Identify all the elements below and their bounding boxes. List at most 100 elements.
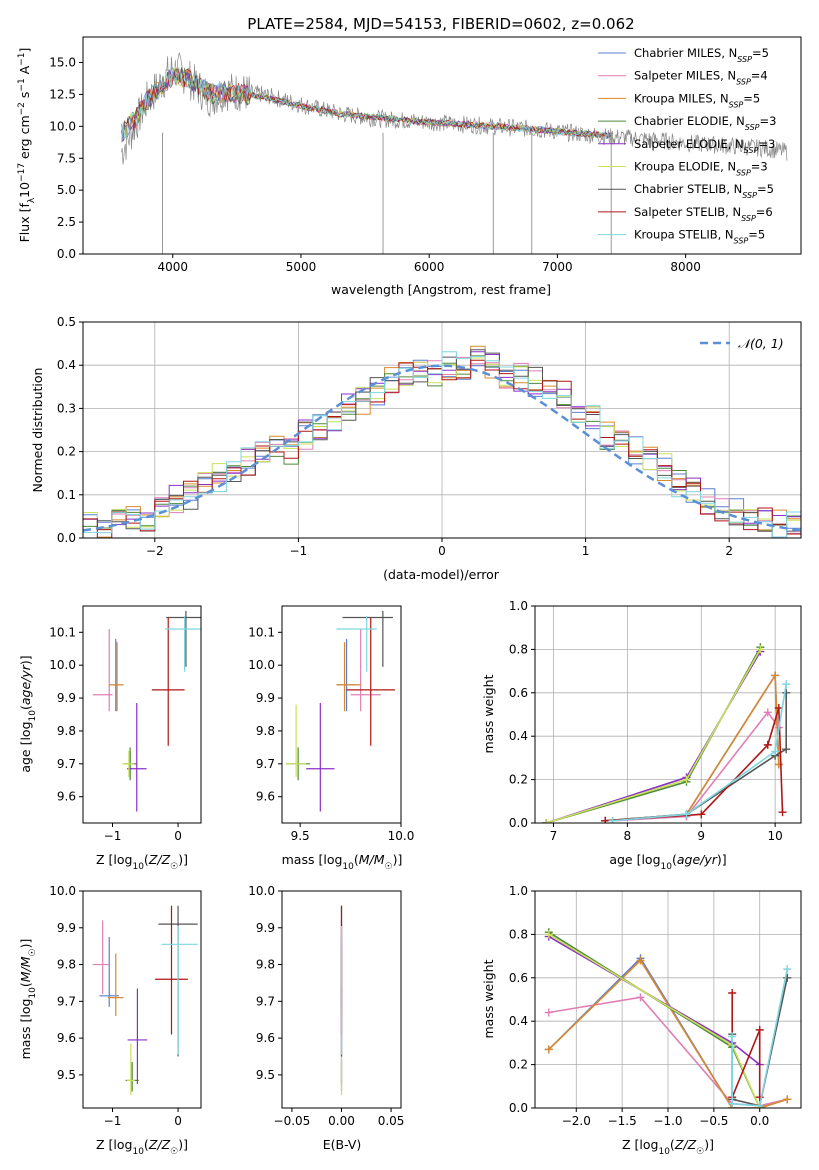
legend-label: Salpeter MILES, NSSP=4	[634, 69, 768, 87]
legend-label-suffix: =3	[751, 160, 768, 174]
label-part: )]	[178, 1137, 188, 1152]
label-part: )]	[717, 852, 727, 867]
gaussian-curve	[83, 364, 801, 532]
weight-marker	[544, 1045, 553, 1054]
weight-marker	[682, 775, 691, 784]
y-tick-label: 0.0	[57, 247, 76, 261]
x-tick-label: 0.00	[328, 1114, 355, 1128]
legend-label-sub: SSP	[729, 100, 744, 109]
label-part: (	[18, 705, 33, 710]
label-part: log	[639, 1137, 658, 1152]
y-tick-label: 9.6	[256, 1031, 275, 1045]
y-tick-label: 0.0	[57, 531, 76, 545]
weight-marker	[783, 1095, 792, 1104]
label-part: −2	[17, 102, 27, 115]
y-tick-label: 0.1	[57, 488, 76, 502]
label-part: ☉	[696, 1147, 704, 1157]
y-tick-label: 9.9	[57, 921, 76, 935]
x-axis-label: Z [log10(Z/Z☉)]	[622, 1137, 714, 1157]
legend-label: Kroupa ELODIE, NSSP=3	[634, 160, 768, 178]
label-part: )]	[18, 939, 33, 949]
label-part: A	[17, 65, 32, 78]
label-part: (	[354, 852, 359, 867]
label-part: 10	[661, 862, 673, 872]
y-tick-label: 1.0	[509, 884, 528, 898]
label-part: ☉	[170, 862, 178, 872]
y-tick-label: 0.2	[509, 1058, 528, 1072]
label-part: age [	[609, 852, 641, 867]
legend-label-text: Salpeter ELODIE, N	[634, 137, 744, 151]
weight-marker	[755, 1025, 764, 1034]
plot-area	[92, 610, 201, 812]
y-tick-label: 0.4	[57, 358, 76, 372]
figure-title: PLATE=2584, MJD=54153, FIBERID=0602, z=0…	[247, 15, 634, 33]
x-tick-label: 9	[697, 829, 705, 843]
x-tick-label: 4000	[157, 260, 188, 274]
legend-label-text: Kroupa ELODIE, N	[634, 160, 736, 174]
x-tick-label: 10	[767, 829, 782, 843]
plot-area	[542, 643, 791, 823]
plot-area	[83, 345, 801, 538]
legend-label-suffix: =6	[756, 205, 773, 219]
y-tick-label: 10.1	[248, 625, 275, 639]
legend-label-suffix: =4	[751, 69, 768, 83]
y-tick-label: 7.5	[57, 151, 76, 165]
y-tick-label: 0.0	[509, 1101, 528, 1115]
label-part: −1	[17, 53, 27, 66]
weight-marker	[544, 930, 553, 939]
y-tick-label: 10.1	[49, 625, 76, 639]
label-part: log	[18, 999, 33, 1018]
label-part: ☉	[385, 862, 393, 872]
x-tick-label: 0	[438, 544, 446, 558]
x-axis-label: mass [log10(M/M☉)]	[282, 852, 403, 872]
x-tick-label: −1	[290, 544, 308, 558]
label-part: )]	[704, 1137, 714, 1152]
residual-histogram-panel: −2 −1 0 1 2 0.0 0.1 0.2 0.3 0.4 0.5 (data-model)/er…	[30, 315, 802, 582]
y-tick-label: 0.4	[509, 729, 528, 743]
legend-label-sub: SSP	[736, 77, 751, 86]
y-axis-label: Flux [fλ10−17 erg cm−2 s−1 A−1]	[17, 48, 37, 243]
y-tick-label: 9.6	[256, 790, 275, 804]
legend-label: Salpeter STELIB, NSSP=6	[634, 205, 773, 223]
y-tick-label: 0.8	[509, 927, 528, 941]
plot-area	[92, 905, 198, 1096]
label-part: s	[17, 92, 32, 103]
y-axis-label: age [log10(age/yr)]	[18, 655, 38, 772]
weight-marker	[755, 1093, 764, 1102]
y-tick-label: 0.5	[57, 315, 76, 329]
x-tick-label: −1	[104, 1114, 122, 1128]
weight-marker	[608, 816, 617, 823]
label-part: mass [	[282, 852, 324, 867]
legend-label: Chabrier MILES, NSSP=5	[634, 46, 769, 64]
mass-vs-extinction-panel: −0.05 0.00 0.05 9.5 9.6 9.7 9.8 9.9 10.0 E(B-V)	[248, 884, 404, 1152]
y-tick-label: 0.0	[509, 816, 528, 830]
label-part: 10	[658, 1147, 670, 1157]
label-part: age/yr	[677, 852, 718, 867]
legend-label-text: Chabrier STELIB, N	[634, 182, 742, 196]
label-part: 10	[132, 1147, 144, 1157]
weight-line	[731, 993, 761, 1098]
label-part: 10	[28, 710, 38, 722]
y-tick-label: 9.7	[57, 994, 76, 1008]
x-tick-label: −1.5	[608, 1114, 637, 1128]
label-part: log	[113, 1137, 132, 1152]
weight-line	[605, 672, 780, 822]
axes-frame	[82, 890, 202, 1109]
label-part: 10	[28, 987, 38, 999]
label-part: M/M	[359, 852, 385, 867]
y-tick-label: 9.9	[256, 921, 275, 935]
legend-label-suffix: =5	[752, 46, 769, 60]
legend-label-text: Salpeter MILES, N	[634, 69, 736, 83]
x-tick-label: 6000	[414, 260, 445, 274]
y-tick-label: 10.0	[49, 119, 76, 133]
weight-marker	[783, 973, 792, 982]
weight-marker	[544, 1008, 553, 1017]
x-tick-label: 8	[624, 829, 632, 843]
weight-marker	[782, 745, 791, 754]
label-part: Z [	[96, 1137, 113, 1152]
y-tick-label: 9.8	[256, 724, 275, 738]
y-tick-label: 9.6	[57, 790, 76, 804]
weight-marker	[782, 680, 791, 689]
weight-line	[612, 710, 780, 822]
